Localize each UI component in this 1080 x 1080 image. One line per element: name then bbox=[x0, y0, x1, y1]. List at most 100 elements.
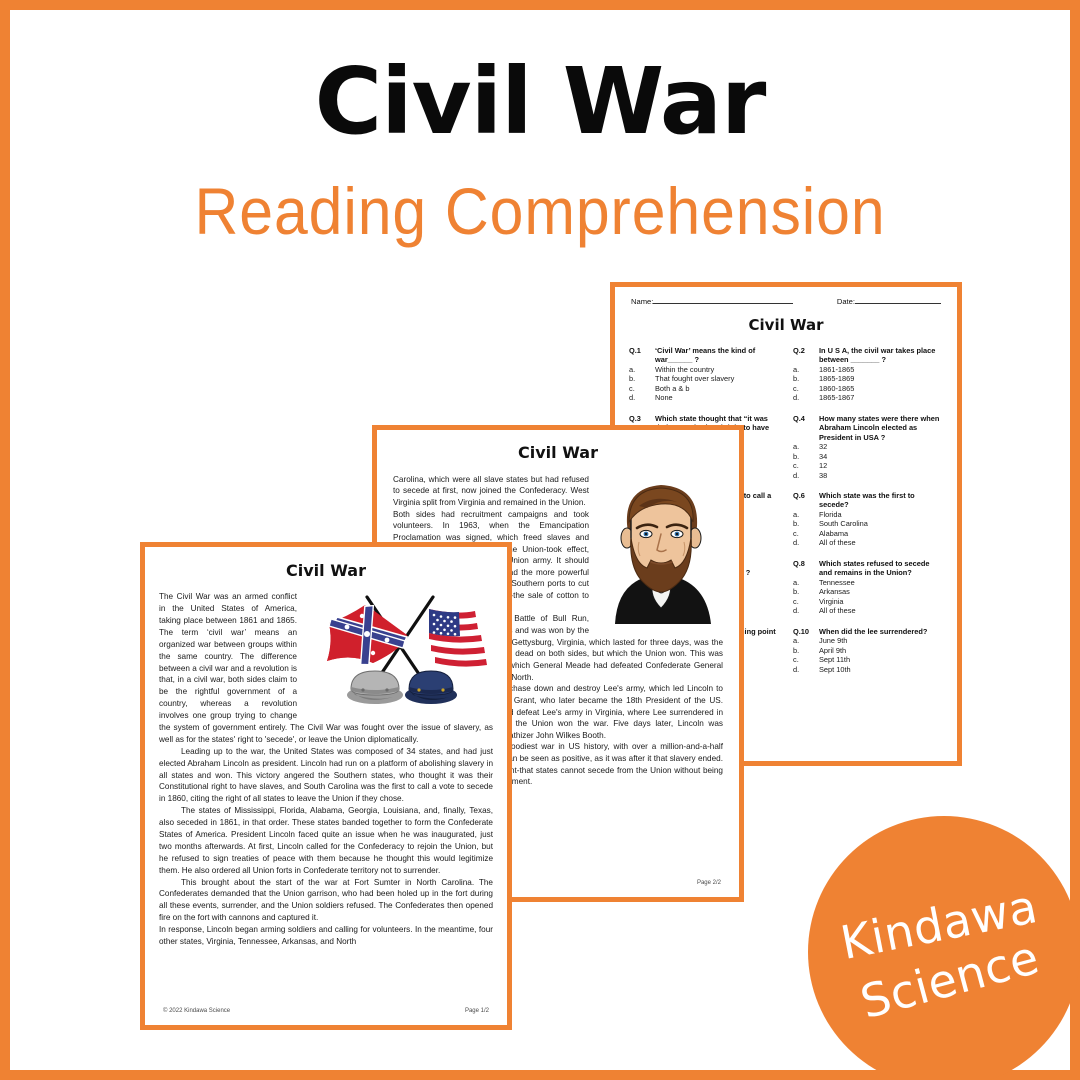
option-label: c. bbox=[629, 383, 635, 393]
question-text: ‘Civil War’ means the kind of war______ … bbox=[655, 345, 756, 365]
answer-option[interactable]: b. 1865-1869 bbox=[793, 374, 943, 383]
date-rule bbox=[855, 303, 941, 304]
page-two-title: Civil War bbox=[518, 443, 598, 462]
footer-copyright: © 2022 Kindawa Science bbox=[163, 1008, 231, 1015]
page-one-para-1: The Civil War was an armed conflict in t… bbox=[159, 592, 493, 744]
option-text: Tennessee bbox=[819, 577, 855, 587]
answer-option[interactable]: a. 32 bbox=[793, 442, 943, 451]
civil-war-flags-illustration bbox=[307, 591, 493, 709]
option-text: Arkansas bbox=[819, 587, 850, 597]
option-text: 12 bbox=[819, 461, 828, 471]
answer-option[interactable]: a. Within the country bbox=[629, 365, 779, 374]
quiz-column-right: Q.2 In U S A, the civil war takes place b… bbox=[793, 346, 943, 695]
answer-option[interactable]: c. Virginia bbox=[793, 597, 943, 606]
page-one-title: Civil War bbox=[286, 561, 366, 580]
option-label: b. bbox=[793, 645, 800, 655]
option-label: b. bbox=[793, 519, 800, 529]
quiz-question: Q.6 Which state was the first to secede? a… bbox=[793, 491, 943, 548]
option-label: d. bbox=[793, 393, 800, 403]
option-text: 1860-1865 bbox=[819, 383, 855, 393]
answer-option[interactable]: c. Alabama bbox=[793, 529, 943, 538]
option-label: d. bbox=[793, 606, 800, 616]
answer-option[interactable]: b. 34 bbox=[793, 452, 943, 461]
option-label: a. bbox=[793, 577, 800, 587]
question-text: Which state was the first to secede? bbox=[819, 491, 915, 510]
option-text: Both a & b bbox=[655, 383, 690, 393]
question-number: Q.4 bbox=[793, 413, 805, 423]
option-text: 38 bbox=[819, 470, 828, 480]
answer-option[interactable]: c. Both a & b bbox=[629, 384, 779, 393]
option-text: All of these bbox=[819, 606, 856, 616]
option-label: c. bbox=[793, 655, 799, 665]
footer-page: Page 2/2 bbox=[696, 880, 721, 887]
question-number: Q.8 bbox=[793, 558, 805, 568]
name-field[interactable]: Name: bbox=[631, 297, 794, 307]
option-label: d. bbox=[793, 470, 800, 480]
quiz-title: Civil War bbox=[748, 315, 824, 334]
answer-option[interactable]: d. Sept 10th bbox=[793, 665, 943, 674]
option-label: b. bbox=[793, 451, 800, 461]
answer-option[interactable]: d. 38 bbox=[793, 471, 943, 480]
question-header: Q.2 In U S A, the civil war takes place b… bbox=[793, 346, 943, 365]
option-text: Alabama bbox=[819, 528, 849, 538]
question-header: Q.8 Which states refused to secede and re… bbox=[793, 559, 943, 578]
option-text: 1865-1869 bbox=[819, 374, 855, 384]
option-text: Within the country bbox=[655, 364, 715, 374]
page-one-para-4: This brought about the start of the war … bbox=[159, 877, 493, 923]
option-label: d. bbox=[793, 538, 800, 548]
option-label: c. bbox=[793, 596, 799, 606]
answer-option[interactable]: b. Arkansas bbox=[793, 587, 943, 596]
answer-option[interactable]: c. Sept 11th bbox=[793, 655, 943, 664]
answer-option[interactable]: a. Florida bbox=[793, 510, 943, 519]
option-text: June 9th bbox=[819, 636, 848, 646]
question-header: Q.10 When did the lee surrendered? bbox=[793, 627, 943, 636]
option-text: Sept 11th bbox=[819, 655, 851, 665]
page-one-para-2: Leading up to the war, the United States… bbox=[159, 746, 493, 804]
option-label: c. bbox=[793, 528, 799, 538]
answer-option[interactable]: d. All of these bbox=[793, 606, 943, 615]
answer-option[interactable]: b. South Carolina bbox=[793, 519, 943, 528]
answer-option[interactable]: d. None bbox=[629, 393, 779, 402]
question-number: Q.3 bbox=[629, 413, 641, 423]
option-label: a. bbox=[793, 364, 800, 374]
logo-text: Kindawa Science bbox=[836, 878, 1053, 1029]
page-one-footer: © 2022 Kindawa Science Page 1/2 bbox=[145, 1007, 507, 1016]
answer-option[interactable]: a. June 9th bbox=[793, 636, 943, 645]
name-rule bbox=[653, 303, 794, 304]
question-text: In U S A, the civil war takes place betw… bbox=[819, 345, 936, 365]
answer-option[interactable]: d. 1865-1867 bbox=[793, 393, 943, 402]
option-label: c. bbox=[793, 461, 799, 471]
name-label: Name: bbox=[631, 297, 654, 306]
answer-option[interactable]: c. 12 bbox=[793, 461, 943, 470]
worksheet-page-one[interactable]: Civil War bbox=[140, 542, 512, 1030]
answer-option[interactable]: c. 1860-1865 bbox=[793, 384, 943, 393]
answer-option[interactable]: b. April 9th bbox=[793, 646, 943, 655]
option-text: 32 bbox=[819, 442, 828, 452]
question-header: Q.4 How many states were there when Abrah… bbox=[793, 414, 943, 442]
answer-option[interactable]: d. All of these bbox=[793, 538, 943, 547]
question-text: When did the lee surrendered? bbox=[819, 626, 928, 636]
question-number: Q.2 bbox=[793, 345, 805, 355]
option-text: 1861-1865 bbox=[819, 364, 855, 374]
abraham-lincoln-illustration bbox=[599, 472, 723, 624]
question-text: How many states were there when Abraham … bbox=[819, 413, 940, 442]
answer-option[interactable]: b. That fought over slavery bbox=[629, 374, 779, 383]
option-label: a. bbox=[793, 442, 800, 452]
question-number: Q.6 bbox=[793, 491, 805, 500]
date-field[interactable]: Date: bbox=[837, 297, 941, 307]
quiz-question: Q.8 Which states refused to secede and re… bbox=[793, 559, 943, 616]
option-label: a. bbox=[629, 364, 636, 374]
quiz-question: Q.10 When did the lee surrendered? a. June … bbox=[793, 627, 943, 674]
option-text: None bbox=[655, 393, 673, 403]
option-text: 1865-1867 bbox=[819, 393, 855, 403]
footer-page: Page 1/2 bbox=[464, 1008, 489, 1015]
option-label: c. bbox=[793, 383, 799, 393]
answer-option[interactable]: a. 1861-1865 bbox=[793, 365, 943, 374]
option-text: All of these bbox=[819, 538, 856, 548]
option-label: d. bbox=[793, 664, 800, 674]
option-label: b. bbox=[793, 587, 800, 597]
quiz-question: Q.1 ‘Civil War’ means the kind of war____… bbox=[629, 346, 779, 403]
quiz-question: Q.2 In U S A, the civil war takes place b… bbox=[793, 346, 943, 403]
answer-option[interactable]: a. Tennessee bbox=[793, 578, 943, 587]
